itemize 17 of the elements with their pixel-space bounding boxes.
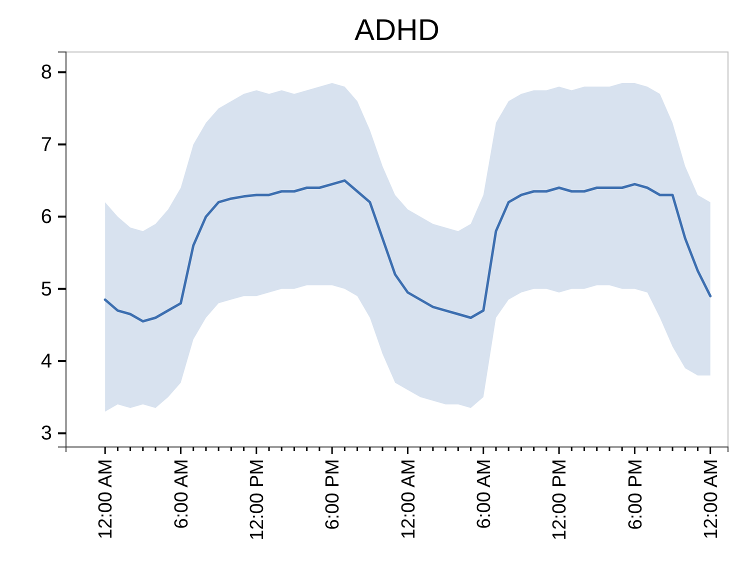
y-tick-label: 6 xyxy=(40,206,52,228)
x-tick-label: 12:00 AM xyxy=(700,459,722,540)
x-tick-label: 6:00 PM xyxy=(322,459,344,530)
x-tick-label: 12:00 AM xyxy=(96,459,117,540)
x-tick-label: 12:00 PM xyxy=(550,459,571,540)
x-tick-label: 12:00 PM xyxy=(247,459,268,540)
y-tick-label: 4 xyxy=(40,350,52,372)
y-tick-label: 8 xyxy=(40,62,52,84)
x-tick-label: 6:00 PM xyxy=(625,459,646,530)
x-tick-label: 12:00 AM xyxy=(398,459,420,540)
x-tick-label: 6:00 AM xyxy=(171,459,192,529)
y-tick-label: 7 xyxy=(40,134,52,156)
x-tick-label: 6:00 AM xyxy=(474,459,496,529)
chart-title: ADHD xyxy=(354,14,440,47)
line-series xyxy=(104,179,712,323)
y-tick-label: 3 xyxy=(40,422,52,445)
y-tick-label: 5 xyxy=(40,278,52,300)
